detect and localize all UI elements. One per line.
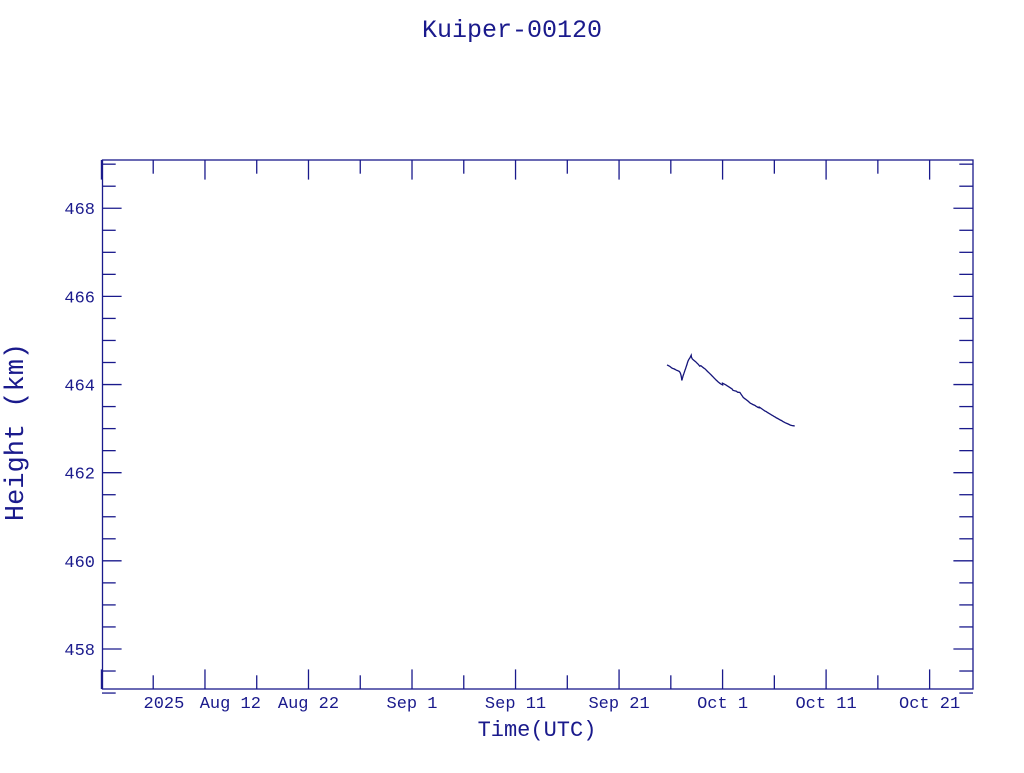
svg-text:462: 462 <box>64 466 95 485</box>
svg-text:2025: 2025 <box>144 695 185 714</box>
svg-text:Oct 1: Oct 1 <box>697 695 748 714</box>
svg-text:Sep 11: Sep 11 <box>485 695 546 714</box>
svg-text:466: 466 <box>64 289 95 308</box>
svg-text:460: 460 <box>64 554 95 573</box>
svg-text:Aug 12: Aug 12 <box>200 695 261 714</box>
svg-text:Time(UTC): Time(UTC) <box>478 718 597 743</box>
svg-text:Aug 22: Aug 22 <box>278 695 339 714</box>
svg-text:464: 464 <box>64 378 95 397</box>
svg-text:458: 458 <box>64 642 95 661</box>
svg-text:Kuiper-00120: Kuiper-00120 <box>422 16 602 45</box>
svg-text:468: 468 <box>64 201 95 220</box>
svg-text:Oct 11: Oct 11 <box>795 695 856 714</box>
svg-text:Sep 1: Sep 1 <box>387 695 438 714</box>
svg-text:Height (km): Height (km) <box>2 343 32 521</box>
svg-text:Sep 21: Sep 21 <box>588 695 649 714</box>
svg-text:Oct 21: Oct 21 <box>899 695 960 714</box>
